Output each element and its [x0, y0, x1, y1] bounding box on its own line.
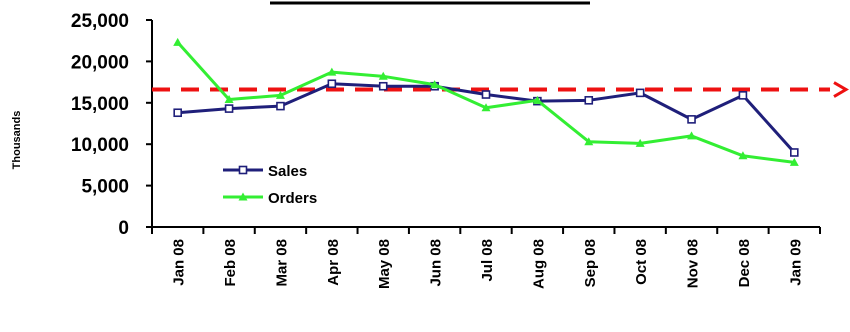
- x-tick-label: Jan 09: [787, 239, 804, 286]
- sales-data-point: [224, 104, 234, 113]
- sales-data-point: [584, 96, 594, 105]
- orders-series-line: [176, 41, 795, 164]
- x-tick-label: Feb 08: [222, 239, 239, 287]
- orders-data-point: [275, 90, 285, 99]
- legend-sales-marker: [238, 165, 248, 175]
- y-tick-label: 20,000: [71, 52, 129, 73]
- orders-data-point: [687, 131, 697, 140]
- sales-data-point: [276, 101, 285, 111]
- y-tick-label: 15,000: [71, 94, 129, 115]
- legend-orders-label: Orders: [268, 190, 317, 207]
- orders-data-point: [635, 138, 645, 147]
- sales-data-point: [738, 91, 748, 100]
- sales-data-point: [378, 81, 388, 91]
- x-tick-label: Apr 08: [325, 239, 342, 286]
- x-tick-label: Nov 08: [685, 239, 702, 288]
- orders-data-point: [378, 71, 388, 80]
- x-tick-label: Jun 08: [428, 239, 445, 287]
- x-tick-label: Sep 08: [582, 239, 599, 287]
- sales-data-point: [481, 90, 491, 99]
- orders-data-point: [224, 94, 234, 103]
- reference-line-arrow: [833, 81, 849, 98]
- orders-data-point: [327, 67, 337, 76]
- orders-data-point: [789, 157, 799, 166]
- axes: [151, 20, 820, 228]
- series-layer: [173, 37, 799, 166]
- sales-data-point: [173, 108, 182, 118]
- orders-data-point: [584, 137, 594, 146]
- y-tick-label: 10,000: [71, 135, 129, 156]
- x-tick-label: Jan 08: [171, 239, 188, 286]
- y-tick-label: 0: [118, 218, 129, 239]
- y-tick-label: 25,000: [71, 11, 129, 32]
- sales-data-point: [790, 148, 799, 157]
- x-ticks: Jan 08 Feb 08 Mar 08 Apr 08 May 08 Jun 08 Jul …: [151, 227, 821, 289]
- x-tick-label: Jul 08: [479, 239, 496, 282]
- y-axis-label: Thousands: [11, 111, 23, 170]
- orders-data-point: [430, 80, 440, 89]
- sales-data-point: [635, 88, 645, 98]
- x-tick-label: Mar 08: [273, 239, 290, 287]
- orders-data-point: [481, 103, 491, 112]
- x-tick-label: Oct 08: [633, 239, 650, 285]
- sales-data-point: [327, 79, 337, 89]
- x-tick-label: May 08: [376, 239, 393, 289]
- orders-data-point: [173, 37, 183, 46]
- y-tick-label: 5,000: [81, 177, 129, 198]
- legend: Sales Orders: [223, 163, 317, 207]
- x-tick-label: Aug 08: [530, 239, 547, 289]
- reference-line-group: [152, 81, 849, 98]
- legend-sales-label: Sales: [268, 163, 307, 180]
- orders-data-point: [738, 151, 748, 160]
- y-ticks: 0 5,000 10,000 15,000 20,000 25,000: [71, 11, 152, 239]
- sales-data-point: [687, 115, 696, 124]
- legend-orders-marker: [238, 192, 248, 201]
- x-tick-label: Dec 08: [736, 239, 753, 287]
- orders-data-point: [532, 95, 542, 104]
